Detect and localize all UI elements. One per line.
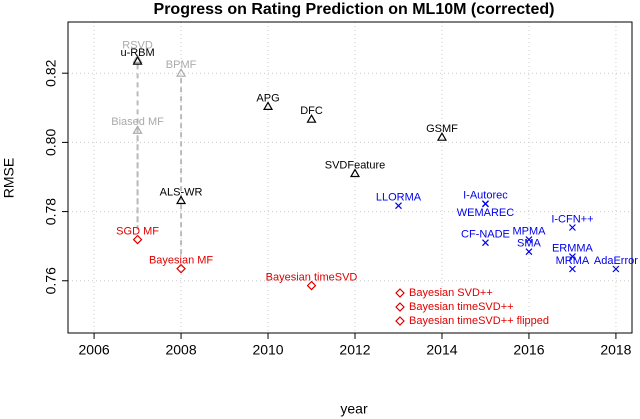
point-label: SVDFeature xyxy=(325,159,386,171)
x-tick-label: 2016 xyxy=(513,342,544,358)
legend-marker xyxy=(395,316,405,326)
data-point xyxy=(262,101,274,111)
legend-label: Bayesian timeSVD++ xyxy=(409,301,514,313)
data-point xyxy=(306,280,317,291)
data-point xyxy=(525,236,533,244)
data-point xyxy=(132,55,143,65)
y-tick-label: 0.78 xyxy=(43,198,59,225)
point-label: I-CFN++ xyxy=(551,213,593,225)
point-label: SGD MF xyxy=(116,226,159,238)
data-point xyxy=(569,265,576,273)
point-label: u-RBM xyxy=(120,47,154,59)
data-point xyxy=(176,67,187,77)
point-label: LLORMA xyxy=(376,192,422,204)
point-label: ERMMA xyxy=(552,242,594,254)
legend-marker xyxy=(395,288,405,298)
point-label: AdaError xyxy=(594,255,638,267)
y-tick-label: 0.80 xyxy=(43,129,59,156)
data-point xyxy=(349,168,361,178)
data-point xyxy=(525,248,533,256)
y-tick-label: 0.76 xyxy=(43,267,59,294)
plot-frame xyxy=(67,21,633,334)
data-point xyxy=(132,234,143,245)
data-point xyxy=(176,263,186,274)
point-label: WEMAREC xyxy=(457,207,515,219)
point-label: Bayesian timeSVD xyxy=(266,272,358,284)
x-tick-label: 2018 xyxy=(600,342,631,358)
data-point xyxy=(482,200,489,208)
x-tick-label: 2006 xyxy=(79,342,110,358)
data-point xyxy=(436,131,448,141)
data-point xyxy=(612,265,620,273)
x-tick-label: 2008 xyxy=(165,342,196,358)
data-point xyxy=(482,239,489,247)
point-label: Biased MF xyxy=(111,116,164,128)
chart-title: Progress on Rating Prediction on ML10M (… xyxy=(154,1,555,18)
data-point xyxy=(176,195,187,205)
x-tick-label: 2010 xyxy=(252,342,283,358)
data-point xyxy=(132,125,143,134)
point-label: GSMF xyxy=(426,123,458,135)
point-label: BPMF xyxy=(166,59,197,71)
point-label: ALS-WR xyxy=(160,186,203,198)
point-label: I-Autorec xyxy=(463,190,508,202)
data-point xyxy=(569,253,576,260)
x-tick-label: 2014 xyxy=(426,342,457,358)
point-label: CF-NADE xyxy=(461,229,510,241)
x-axis-label: year xyxy=(340,401,368,417)
point-label: DFC xyxy=(300,105,323,117)
point-label: Bayesian MF xyxy=(149,255,213,267)
legend-label: Bayesian SVD++ xyxy=(409,287,493,299)
point-label: SMA xyxy=(517,238,542,250)
y-axis-label: RMSE xyxy=(1,158,17,198)
data-point xyxy=(306,113,317,123)
legend-label: Bayesian timeSVD++ flipped xyxy=(409,315,549,327)
point-label: APG xyxy=(256,92,279,104)
data-point xyxy=(132,54,143,63)
data-point xyxy=(569,224,576,231)
point-label: RSVD xyxy=(122,39,153,51)
point-label: MPMA xyxy=(512,226,546,238)
y-tick-label: 0.82 xyxy=(43,59,59,86)
point-label: MRMA xyxy=(556,255,590,267)
x-tick-label: 2012 xyxy=(339,342,370,358)
legend-marker xyxy=(395,302,405,312)
data-point xyxy=(395,202,402,210)
